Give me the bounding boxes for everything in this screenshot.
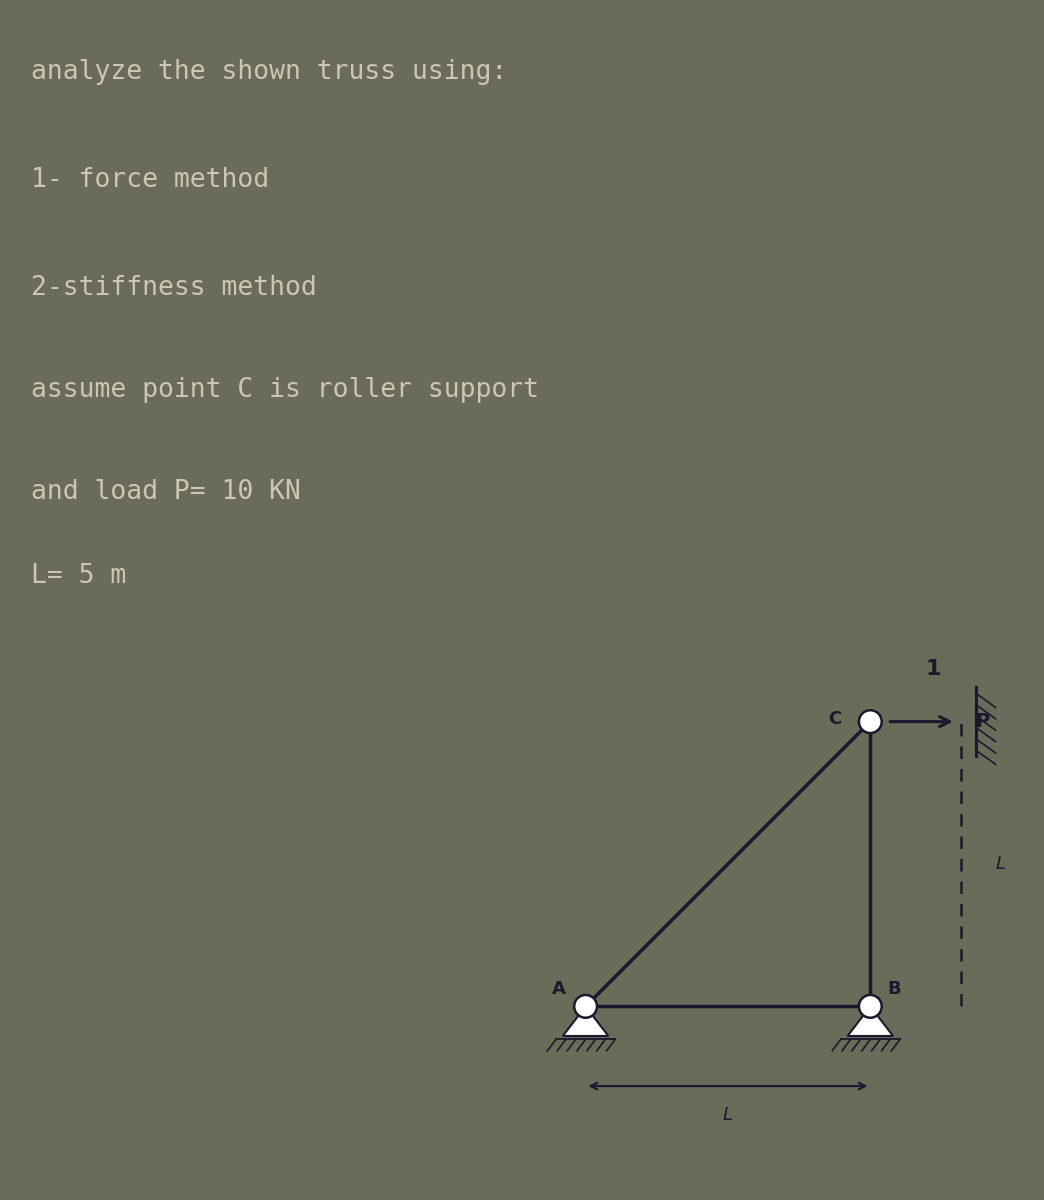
Text: L: L xyxy=(996,854,1005,874)
Text: 2-stiffness method: 2-stiffness method xyxy=(31,275,317,301)
Circle shape xyxy=(859,710,882,733)
Text: B: B xyxy=(887,980,901,998)
Text: and load P= 10 KN: and load P= 10 KN xyxy=(31,479,302,505)
Circle shape xyxy=(859,995,882,1018)
Text: assume point C is roller support: assume point C is roller support xyxy=(31,377,540,403)
Text: A: A xyxy=(552,980,566,998)
Circle shape xyxy=(574,995,597,1018)
Text: C: C xyxy=(829,709,841,727)
Text: P: P xyxy=(976,712,990,731)
Polygon shape xyxy=(848,1007,893,1036)
Text: L= 5 m: L= 5 m xyxy=(31,563,126,589)
Text: L: L xyxy=(722,1106,733,1124)
Text: 1- force method: 1- force method xyxy=(31,167,269,193)
Text: 1: 1 xyxy=(925,659,941,679)
Polygon shape xyxy=(563,1007,609,1036)
Text: analyze the shown truss using:: analyze the shown truss using: xyxy=(31,59,507,85)
